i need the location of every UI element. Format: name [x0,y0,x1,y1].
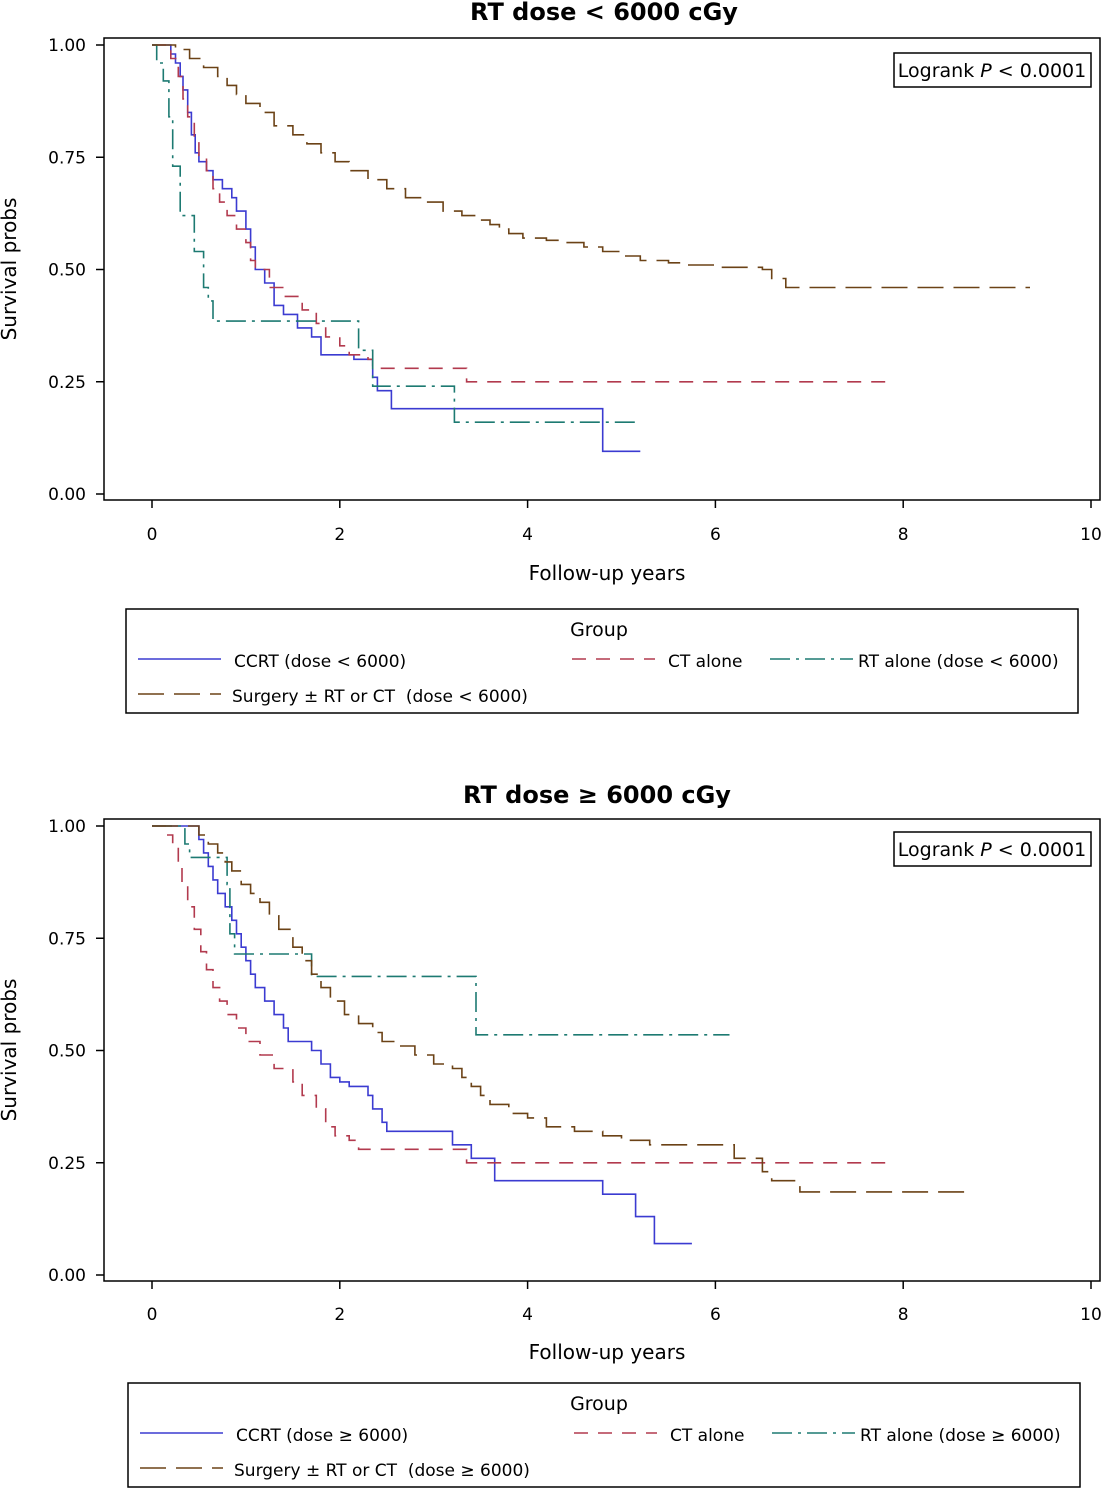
logrank-annotation: Logrank P < 0.0001 [893,831,1092,867]
legend-entry-surgery: Surgery ± RT or CT (dose ≥ 6000) [234,1461,530,1481]
x-tick-label: 6 [710,1305,721,1325]
legend-entry-ccrt: CCRT (dose ≥ 6000) [236,1426,408,1446]
y-tick-label: 0.00 [48,485,86,505]
x-tick-label: 4 [522,525,533,545]
series-line-0 [152,44,641,453]
y-tick-label: 0.25 [48,1154,86,1174]
x-tick-label: 10 [1080,525,1102,545]
series-line-1 [152,44,894,383]
legend-entry-ccrt: CCRT (dose < 6000) [234,652,406,672]
y-axis: 0.00 0.25 0.50 0.75 1.00 [48,817,104,1286]
series-line-3 [152,44,1030,289]
legend-entry-ct: CT alone [668,652,742,672]
legend: Group CCRT (dose ≥ 6000) CT alone RT alo… [127,1382,1081,1488]
x-axis: 0 2 4 6 8 10 [147,500,1102,545]
plot-frame [103,818,1101,1282]
x-axis-label: Follow-up years [529,1340,686,1364]
series-line-3 [152,825,965,1193]
x-tick-label: 2 [334,1305,345,1325]
x-axis: 0 2 4 6 8 10 [147,1281,1102,1325]
km-chart-bottom: RT dose ≥ 6000 cGy 0.000.250.500.751.00 … [0,781,1102,1488]
x-tick-label: 0 [147,1305,158,1325]
legend-title: Group [570,619,628,641]
x-tick-label: 6 [710,525,721,545]
x-tick-label: 4 [522,1305,533,1325]
series-line-2 [152,44,641,423]
chart-title: RT dose ≥ 6000 cGy [463,781,731,809]
legend-title: Group [570,1393,628,1415]
series-line-2 [152,825,730,1036]
legend-entry-rt: RT alone (dose < 6000) [858,652,1059,672]
y-tick-label: 0.75 [48,148,86,168]
legend-entry-rt: RT alone (dose ≥ 6000) [860,1426,1061,1446]
y-tick-label: 0.50 [48,261,86,281]
legend: Group CCRT (dose < 6000) CT alone RT alo… [125,608,1079,714]
series-line-1 [152,825,894,1164]
y-axis-label: Survival probs [0,198,21,341]
survival-curves [152,44,1030,453]
y-tick-label: 0.25 [48,373,86,393]
x-tick-label: 10 [1080,1305,1102,1325]
y-tick-label: 0.50 [48,1042,86,1062]
km-chart-top: RT dose < 6000 cGy 0.000.250.500.751.00 … [0,0,1102,714]
y-tick-label: 1.00 [48,817,86,837]
legend-entry-surgery: Surgery ± RT or CT (dose < 6000) [232,687,528,707]
y-tick-label: 0.75 [48,929,86,949]
y-tick-label: 0.00 [48,1266,86,1286]
chart-title: RT dose < 6000 cGy [470,0,738,26]
svg-text:Logrank P < 0.0001: Logrank P < 0.0001 [898,839,1086,861]
y-tick-label: 1.00 [48,36,86,56]
survival-curves [152,825,965,1245]
x-tick-label: 0 [147,525,158,545]
logrank-annotation: Logrank P < 0.0001 [893,52,1092,88]
y-axis-label: Survival probs [0,979,21,1122]
x-axis-label: Follow-up years [529,561,686,585]
legend-entry-ct: CT alone [670,1426,744,1446]
x-tick-label: 8 [898,525,909,545]
svg-text:Logrank P < 0.0001: Logrank P < 0.0001 [898,60,1086,82]
x-tick-label: 8 [898,1305,909,1325]
series-line-0 [152,825,692,1245]
y-axis: 0.00 0.25 0.50 0.75 1.00 [48,36,104,505]
x-tick-label: 2 [334,525,345,545]
